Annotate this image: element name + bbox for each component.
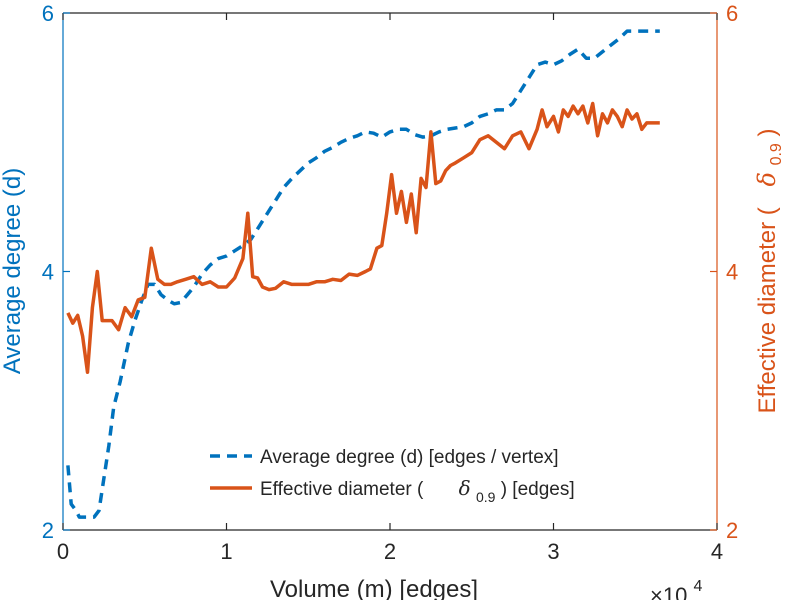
x-axis-title: Volume (m) [edges] [270,576,478,600]
x-tick-label: 4 [711,539,723,564]
legend: Average degree (d) [edges / vertex] Effe… [210,447,575,507]
x-axis-exponent-power: 4 [693,578,702,595]
y-axis-right-title-symbol: δ [753,172,781,186]
legend-diam-prefix: Effective diameter ( [260,479,424,500]
legend-diam-suffix: ) [edges] [501,479,575,500]
y-axis-right-title: Effective diameter ( δ 0.9 ) [753,128,787,413]
legend-avg-label: Average degree (d) [edges / vertex] [260,447,559,468]
series-effective-diameter-line [66,101,660,375]
x-axis-exponent-base: ×10 [650,583,687,600]
x-tick-label: 2 [384,539,396,564]
series-average-degree-line [66,29,660,519]
y-left-tick-label: 4 [42,260,54,285]
legend-diam-label: Effective diameter ( δ 0.9 ) [edges] [260,476,575,507]
plot-area [66,29,660,519]
x-tick-label: 1 [220,539,232,564]
y-left-tick-label: 2 [42,518,54,543]
y-right-tick-label: 6 [726,1,738,26]
y-axis-right-title-close: ) [754,128,781,136]
y-axis-right-title-sub: 0.9 [768,143,785,165]
y-axis-right-title-text: Effective diameter ( [754,207,781,413]
legend-diam-sub: 0.9 [476,489,496,505]
legend-diam-symbol: δ [459,476,471,500]
tick-marks [62,12,718,531]
x-axis-exponent: ×10 4 [650,578,702,600]
y-left-tick-label: 6 [42,1,54,26]
x-tick-label: 0 [57,539,69,564]
y-right-tick-label: 2 [726,518,738,543]
y-right-tick-label: 4 [726,260,738,285]
y-axis-left-title: Average degree (d) [0,168,26,374]
x-tick-label: 3 [547,539,559,564]
